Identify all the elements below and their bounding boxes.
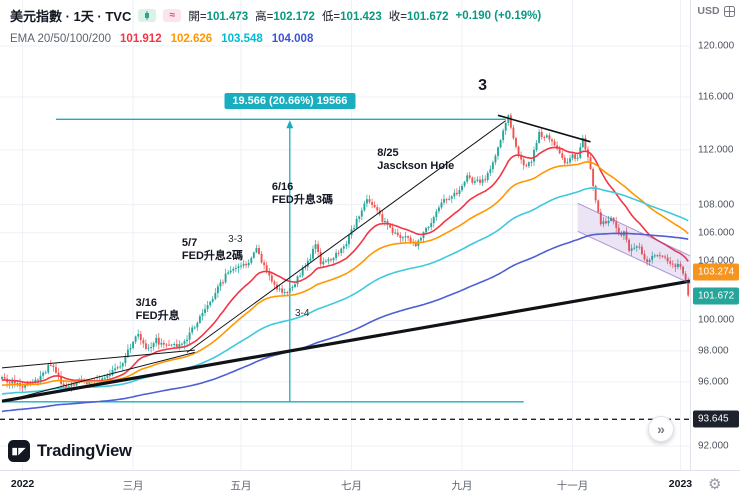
- ema200-value: 104.008: [271, 33, 314, 45]
- price-axis-label: 92.000: [698, 440, 729, 452]
- ema100-value: 103.548: [221, 33, 263, 45]
- currency-label: USD: [697, 5, 720, 17]
- ohlc-close-value: 101.672: [406, 10, 449, 23]
- drawings-layer[interactable]: 3 8/25 Jasckson Hole 6/16 FED升息3碼 5/7 FED升息…: [0, 0, 690, 470]
- symbol-title[interactable]: 美元指數 · 1天 · TVC: [10, 9, 132, 24]
- ohlc-open: 開=101.473: [188, 8, 248, 24]
- price-axis-label: 112.000: [698, 144, 734, 156]
- change-value: +0.190 (+0.19%): [455, 9, 542, 22]
- annotation-text[interactable]: 3-4: [294, 307, 310, 319]
- price-axis-header[interactable]: USD: [691, 5, 740, 17]
- ema-legend-label: EMA 20/50/100/200: [10, 33, 112, 45]
- annotation-text[interactable]: 5/7 FED升息2碼: [181, 237, 244, 263]
- wave-indicator-toggle[interactable]: ≈: [163, 9, 182, 22]
- ema50-value: 102.626: [170, 33, 213, 45]
- mini-candle-icon: [145, 11, 150, 20]
- ema-20-line[interactable]: [1, 146, 689, 384]
- parallel-channel[interactable]: [577, 202, 690, 286]
- chart-header: 美元指數 · 1天 · TVC ≈ 開=101.473 高=102.172 低=…: [10, 6, 541, 45]
- time-axis-label: 九月: [451, 480, 473, 492]
- arrow-up-icon: [286, 120, 294, 129]
- ohlc-low-label: 低=: [321, 10, 341, 23]
- time-axis-label: 2023: [668, 478, 693, 490]
- ohlc-low: 低=101.423: [322, 8, 382, 24]
- time-axis-label: 十一月: [556, 480, 589, 492]
- price-badge: 93.645: [693, 410, 739, 428]
- ohlc-high-value: 102.172: [273, 10, 315, 23]
- ema20-value: 101.912: [120, 33, 162, 45]
- measurement-label[interactable]: 19.566 (20.66%) 19566: [224, 93, 356, 110]
- ema-legend[interactable]: EMA 20/50/100/200 101.912 102.626 103.54…: [10, 33, 541, 45]
- price-axis-label: 116.000: [698, 91, 734, 103]
- annotation-text[interactable]: 3-3: [228, 234, 243, 246]
- ohlc-high-label: 高=: [255, 10, 274, 23]
- ohlc-open-label: 開=: [188, 10, 207, 23]
- annotation-text[interactable]: 6/16 FED升息3碼: [271, 181, 333, 207]
- price-axis-label: 104.000: [698, 255, 735, 267]
- jump-to-latest-button[interactable]: »: [648, 416, 674, 442]
- tradingview-logo-text: TradingView: [37, 441, 132, 460]
- annotation-text[interactable]: 3/16 FED升息: [135, 296, 180, 322]
- time-axis-label: 七月: [341, 480, 363, 492]
- time-axis[interactable]: ⚙ 2022 三月 五月 七月 九月 十一月 2023: [0, 470, 740, 497]
- chart-canvas[interactable]: [0, 0, 690, 470]
- gear-icon[interactable]: ⚙: [708, 476, 722, 493]
- time-axis-label: 五月: [230, 480, 252, 492]
- annotation-text[interactable]: 8/25 Jasckson Hole: [377, 147, 455, 173]
- price-axis-label: 108.000: [698, 199, 735, 211]
- ema-100-line[interactable]: [1, 187, 689, 395]
- time-axis-label: 2022: [10, 478, 35, 490]
- trendlines[interactable]: [1, 114, 690, 403]
- price-axis-label: 98.000: [698, 345, 729, 357]
- ohlc-high: 高=102.172: [255, 8, 315, 24]
- price-badge: 101.672: [693, 287, 739, 304]
- ohlc-close-label: 收=: [388, 10, 407, 23]
- ema-200-line[interactable]: [1, 232, 689, 413]
- price-badge: 103.274: [693, 263, 739, 281]
- ohlc-close: 收=101.672: [389, 8, 449, 24]
- ohlc-open-value: 101.473: [206, 10, 249, 23]
- ohlc-low-value: 101.423: [340, 10, 382, 23]
- price-axis-label: 100.000: [698, 314, 735, 326]
- time-axis-label: 三月: [122, 480, 144, 492]
- price-axis-label: 120.000: [698, 40, 735, 52]
- price-axis-label: 96.000: [698, 376, 729, 388]
- tradingview-mark-icon: [8, 440, 30, 462]
- price-axis-label: 106.000: [698, 227, 735, 239]
- tradingview-logo[interactable]: TradingView: [8, 440, 132, 462]
- annotation-text[interactable]: 3: [478, 76, 488, 94]
- price-axis[interactable]: USD 120.000 116.000 112.000 108.000 106.000 1…: [690, 0, 740, 470]
- candles-indicator-toggle[interactable]: [138, 9, 157, 22]
- scale-grid-icon: [723, 5, 735, 17]
